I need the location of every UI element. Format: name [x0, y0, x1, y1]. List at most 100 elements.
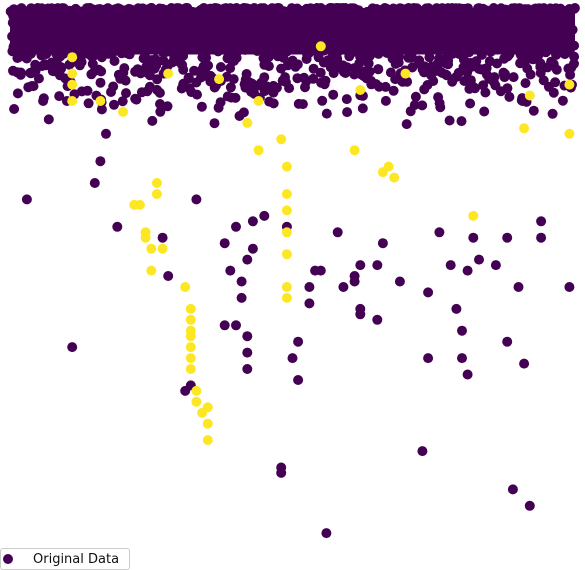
- data-point-band: [493, 14, 504, 25]
- data-point-band: [46, 13, 57, 24]
- data-point-band: [209, 19, 220, 30]
- data-point-band: [136, 40, 147, 51]
- data-point-class-1: [400, 68, 411, 79]
- data-point-band: [249, 22, 260, 33]
- data-point-band: [155, 106, 166, 117]
- data-point-class-0: [95, 156, 106, 167]
- data-point-band: [500, 7, 511, 18]
- data-point-band: [70, 39, 81, 50]
- data-point-band: [417, 100, 428, 111]
- data-point-band: [376, 25, 387, 36]
- data-point-class-0: [372, 314, 383, 325]
- data-point-class-1: [281, 205, 292, 216]
- data-point-class-1: [214, 74, 225, 85]
- data-point-band: [447, 76, 458, 87]
- data-point-band: [421, 26, 432, 37]
- data-point-class-1: [468, 210, 479, 221]
- data-point-band: [230, 49, 241, 60]
- data-point-band: [151, 31, 162, 42]
- data-point-band: [33, 73, 44, 84]
- data-point-band: [488, 38, 499, 49]
- data-point-band: [238, 34, 249, 45]
- data-point-band: [348, 5, 358, 16]
- data-point-band: [174, 40, 185, 51]
- data-point-band: [184, 83, 195, 94]
- data-point-band: [565, 19, 576, 30]
- data-point-class-1: [281, 292, 292, 303]
- data-point-class-0: [423, 353, 434, 364]
- data-point-band: [424, 52, 435, 63]
- data-point-band: [454, 49, 465, 59]
- data-point-band: [47, 66, 58, 77]
- data-point-class-1: [389, 172, 400, 183]
- data-point-class-1: [163, 68, 174, 79]
- data-point-class-1: [151, 189, 162, 199]
- data-point-band: [46, 41, 57, 52]
- data-point-band: [559, 49, 570, 60]
- data-point-class-1: [315, 41, 326, 52]
- data-point-band: [407, 62, 418, 73]
- data-point-band: [313, 52, 324, 63]
- data-point-band: [64, 59, 75, 70]
- data-point-class-0: [536, 216, 547, 227]
- data-point-class-0: [338, 282, 349, 292]
- data-point-band: [194, 11, 205, 22]
- data-point-band: [453, 67, 464, 78]
- data-point-band: [268, 98, 279, 109]
- data-point-band: [481, 24, 492, 35]
- data-point-band: [130, 5, 141, 16]
- data-point-band: [508, 72, 519, 83]
- data-point-class-0: [445, 260, 456, 271]
- data-point-band: [489, 30, 500, 41]
- data-point-band: [117, 96, 128, 107]
- data-point-band: [505, 25, 516, 36]
- data-point-band: [341, 94, 352, 105]
- data-point-band: [319, 79, 330, 90]
- data-point-band: [520, 54, 531, 65]
- data-point-band: [43, 114, 54, 125]
- data-point-class-0: [423, 287, 434, 298]
- data-point-band: [249, 12, 260, 23]
- data-point-band: [378, 41, 389, 52]
- data-point-band: [504, 91, 515, 102]
- data-point-class-0: [468, 232, 479, 243]
- data-point-class-1: [67, 52, 78, 63]
- data-point-band: [426, 61, 437, 72]
- data-point-band: [135, 25, 146, 36]
- data-point-class-1: [146, 243, 157, 254]
- data-point-band: [481, 38, 492, 49]
- data-point-band: [192, 89, 202, 100]
- data-point-class-0: [457, 353, 467, 364]
- data-point-band: [150, 21, 161, 31]
- data-point-band: [39, 59, 50, 70]
- data-point-band: [528, 105, 539, 116]
- legend-label: Original Data: [33, 551, 120, 567]
- data-point-band: [553, 18, 564, 29]
- data-point-band: [259, 59, 270, 70]
- data-point-class-0: [242, 347, 253, 358]
- data-point-band: [23, 82, 34, 93]
- data-point-band: [369, 28, 380, 39]
- data-point-band: [558, 6, 569, 17]
- data-point-band: [539, 3, 550, 14]
- data-point-band: [300, 82, 310, 93]
- data-point-class-0: [242, 364, 253, 374]
- data-point-class-1: [281, 161, 292, 172]
- data-point-band: [498, 68, 509, 79]
- data-point-band: [74, 17, 85, 28]
- data-point-class-0: [417, 446, 428, 457]
- data-point-band: [321, 108, 332, 119]
- scatter-points: [21, 41, 575, 539]
- data-point-band: [196, 101, 207, 112]
- data-point-band: [230, 92, 241, 103]
- data-point-band: [458, 29, 469, 39]
- data-point-class-1: [191, 396, 202, 407]
- data-point-band: [127, 20, 138, 31]
- data-point-class-0: [191, 194, 202, 205]
- data-point-band: [338, 66, 349, 77]
- data-point-band: [106, 24, 117, 35]
- data-point-band: [54, 91, 65, 102]
- data-point-band: [470, 41, 481, 52]
- data-point-band: [277, 75, 288, 86]
- data-point-band: [146, 61, 157, 72]
